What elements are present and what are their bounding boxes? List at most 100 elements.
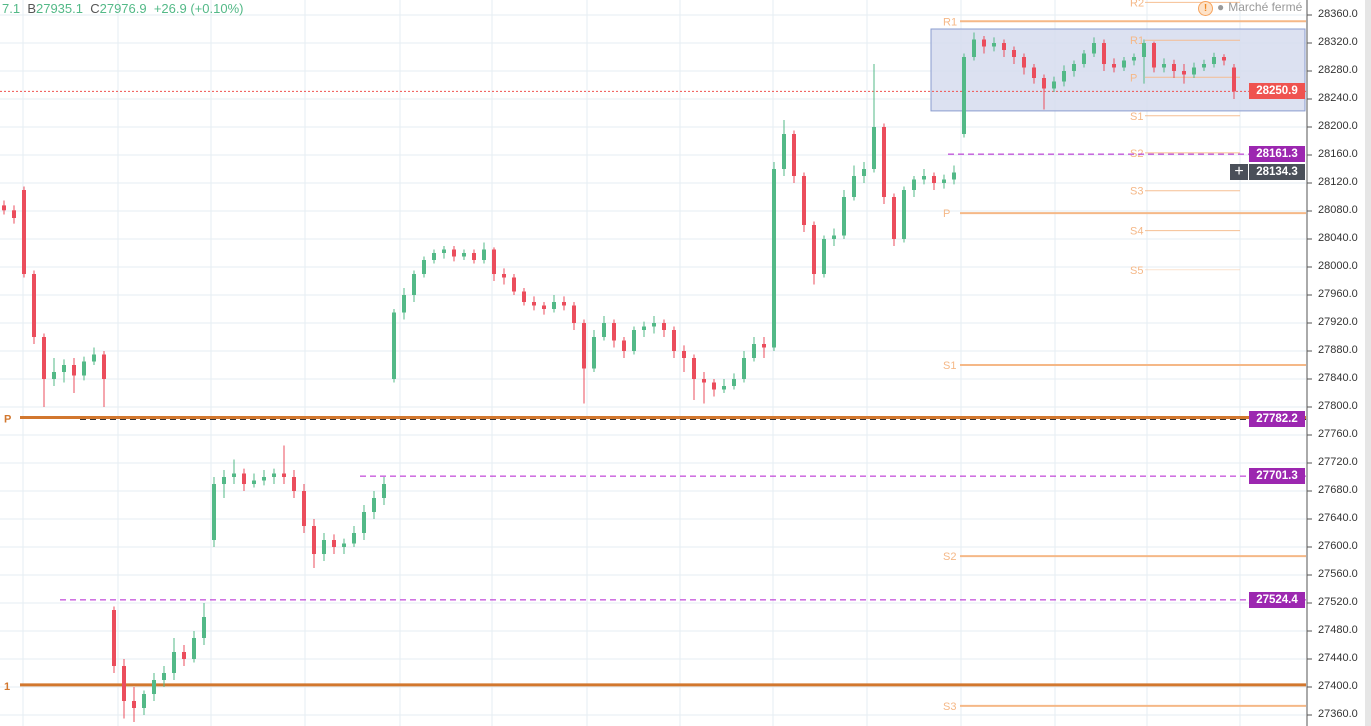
candle-body [1062, 71, 1066, 82]
candle-body [582, 323, 586, 369]
candle-body [942, 179, 946, 183]
y-tick-label: 27640.0 [1318, 512, 1358, 524]
candle-body [112, 610, 116, 666]
candle-body [482, 249, 486, 260]
candle-body [402, 295, 406, 313]
candle-body [332, 540, 336, 547]
candle-body [452, 249, 456, 257]
candle-body [12, 210, 16, 218]
plus-icon[interactable]: + [1230, 164, 1248, 180]
candle-body [782, 134, 786, 169]
price-tag: 27524.4 [1249, 591, 1305, 608]
candle-body [562, 302, 566, 306]
scrollbar[interactable] [1365, 0, 1371, 726]
candle-body [2, 205, 6, 211]
y-tick-label: 27360.0 [1318, 708, 1358, 720]
candle-body [142, 694, 146, 708]
candle-body [122, 666, 126, 701]
candle-body [442, 249, 446, 253]
candle-body [642, 326, 646, 330]
candle-body [632, 330, 636, 351]
candle-body [992, 43, 996, 47]
y-tick-label: 27560.0 [1318, 568, 1358, 580]
candle-body [882, 127, 886, 197]
candle-body [702, 379, 706, 383]
y-tick-label: 28200.0 [1318, 120, 1358, 132]
candle-body [62, 365, 66, 372]
candle-body [652, 323, 656, 327]
y-tick-label: 28240.0 [1318, 92, 1358, 104]
candle-body [222, 477, 226, 484]
warning-icon[interactable]: ! [1198, 1, 1213, 16]
candle-body [232, 473, 236, 477]
candle-body [212, 484, 216, 540]
candle-body [282, 473, 286, 477]
candle-body [1082, 53, 1086, 64]
candle-body [872, 127, 876, 169]
session-pivot-label: S2 [1130, 148, 1143, 160]
candle-body [1102, 43, 1106, 64]
candle-body [622, 340, 626, 351]
market-status: ● Marché fermé [1217, 0, 1303, 14]
candle-body [292, 477, 296, 491]
candle-body [712, 382, 716, 390]
candle-body [272, 473, 276, 477]
y-tick-label: 28320.0 [1318, 36, 1358, 48]
candle-body [972, 39, 976, 57]
y-tick-label: 27920.0 [1318, 316, 1358, 328]
pivot-label: S3 [943, 701, 956, 713]
candle-body [32, 274, 36, 337]
y-tick-label: 27720.0 [1318, 456, 1358, 468]
ohlc-legend: 7.1 B27935.1 C27976.9 +26.9 (+0.10%) [2, 1, 243, 16]
candle-body [822, 239, 826, 274]
candle-body [312, 526, 316, 554]
candle-body [82, 361, 86, 376]
y-tick-label: 27760.0 [1318, 428, 1358, 440]
candle-body [1132, 57, 1136, 61]
candle-body [502, 274, 506, 278]
y-tick-label: 27800.0 [1318, 400, 1358, 412]
price-tag: 28250.9 [1249, 83, 1305, 100]
candle-body [1122, 60, 1126, 68]
candle-body [1042, 78, 1046, 89]
candle-body [92, 354, 96, 362]
candle-body [1072, 64, 1076, 71]
price-tag: 27701.3 [1249, 468, 1305, 485]
y-tick-label: 27840.0 [1318, 372, 1358, 384]
candle-body [552, 302, 556, 309]
candle-body [132, 701, 136, 708]
price-tag: 28161.3 [1249, 146, 1305, 163]
candle-body [532, 302, 536, 306]
candle-body [472, 253, 476, 260]
candle-body [932, 176, 936, 183]
y-tick-label: 27960.0 [1318, 288, 1358, 300]
candle-body [262, 477, 266, 481]
candle-body [252, 480, 256, 484]
level-label: 1 [4, 681, 10, 693]
candle-body [612, 323, 616, 341]
candle-body [72, 365, 76, 376]
candle-body [732, 379, 736, 386]
candle-body [42, 337, 46, 379]
candle-body [522, 291, 526, 302]
candle-body [832, 235, 836, 239]
y-tick-label: 27680.0 [1318, 484, 1358, 496]
candle-body [1052, 81, 1056, 89]
candle-body [1222, 57, 1226, 61]
candle-body [742, 358, 746, 379]
partial-value: 7.1 [2, 1, 21, 16]
candle-body [322, 540, 326, 554]
session-pivot-label: S3 [1130, 186, 1143, 198]
candle-body [1162, 64, 1166, 68]
y-tick-label: 28040.0 [1318, 232, 1358, 244]
candle-body [1142, 43, 1146, 57]
candle-body [512, 277, 516, 292]
session-pivot-label: R1 [1130, 35, 1144, 47]
candle-body [952, 172, 956, 180]
y-tick-label: 28080.0 [1318, 204, 1358, 216]
y-tick-label: 27520.0 [1318, 596, 1358, 608]
session-pivot-label: S5 [1130, 265, 1143, 277]
y-tick-label: 27880.0 [1318, 344, 1358, 356]
y-tick-label: 27440.0 [1318, 652, 1358, 664]
